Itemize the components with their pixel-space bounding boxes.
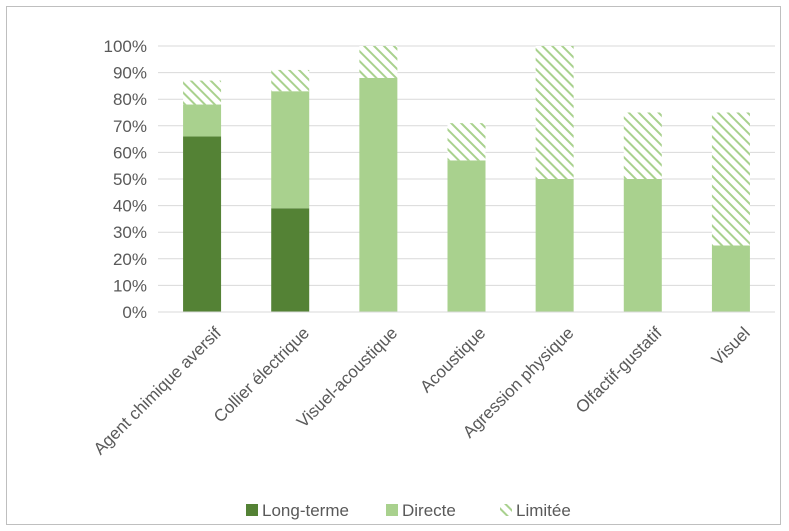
bar-segment xyxy=(183,104,222,137)
gridlines xyxy=(158,45,775,286)
legend-swatch xyxy=(246,504,258,516)
legend-label: Directe xyxy=(402,501,456,520)
y-tick-label: 70% xyxy=(113,117,147,136)
y-tick-label: 60% xyxy=(113,143,147,162)
bar-segment xyxy=(271,208,310,312)
bar-segment xyxy=(271,91,310,209)
bar-segment xyxy=(535,46,574,179)
legend-label: Long-terme xyxy=(262,501,349,520)
y-tick-label: 80% xyxy=(113,90,147,109)
bar-segment xyxy=(271,69,310,92)
bar-segment xyxy=(183,136,222,312)
bar-segment xyxy=(447,123,486,161)
y-tick-label: 20% xyxy=(113,250,147,269)
legend-swatch xyxy=(386,504,398,516)
bar-segment xyxy=(711,112,750,246)
y-tick-label: 0% xyxy=(122,303,147,322)
bar-segment xyxy=(447,160,486,312)
bar-segment xyxy=(711,245,750,312)
legend-swatch xyxy=(500,504,512,516)
bar-segment xyxy=(359,77,398,312)
y-tick-label: 100% xyxy=(104,37,147,56)
category-label: Agent chimique aversif xyxy=(90,323,225,458)
bar-segment xyxy=(623,179,662,312)
legend-label: Limitée xyxy=(516,501,571,520)
category-label: Visuel xyxy=(708,323,754,369)
legend: Long-terme Directe Limitée xyxy=(246,501,571,520)
y-tick-label: 30% xyxy=(113,223,147,242)
category-label: Acoustique xyxy=(416,323,489,396)
y-tick-label: 10% xyxy=(113,276,147,295)
bar-segment xyxy=(535,179,574,312)
bars xyxy=(183,46,750,312)
category-label: Olfactif-gustatif xyxy=(572,323,666,417)
category-label: Collier électrique xyxy=(210,323,313,426)
y-tick-label: 40% xyxy=(113,197,147,216)
bar-segment xyxy=(359,46,398,78)
y-tick-label: 90% xyxy=(113,64,147,83)
bar-segment xyxy=(183,80,222,105)
y-tick-label: 50% xyxy=(113,170,147,189)
bar-segment xyxy=(623,112,662,179)
y-axis-ticks: 0% 10% 20% 30% 40% 50% 60% 70% 80% 90% 100% xyxy=(104,37,147,322)
